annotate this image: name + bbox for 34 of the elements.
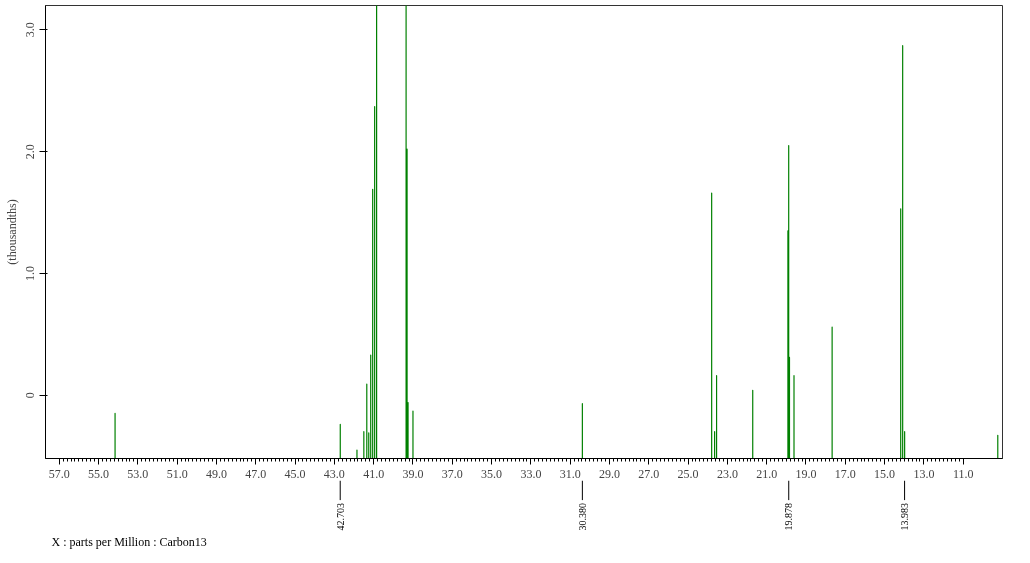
x-tick-label: 51.0 <box>166 466 188 481</box>
annotation: 30.380 <box>576 502 588 531</box>
x-tick-label: 25.0 <box>677 466 699 481</box>
y-tick-label: 1.0 <box>23 265 38 281</box>
x-tick-label: 49.0 <box>205 466 227 481</box>
x-tick-label: 15.0 <box>874 466 896 481</box>
x-tick-label: 45.0 <box>284 466 306 481</box>
x-tick-label: 37.0 <box>441 466 463 481</box>
x-tick-label: 33.0 <box>520 466 542 481</box>
x-tick-label: 19.0 <box>795 466 817 481</box>
x-tick-label: 35.0 <box>481 466 503 481</box>
x-tick-label: 43.0 <box>323 466 345 481</box>
x-tick-label: 31.0 <box>559 466 581 481</box>
x-tick-label: 53.0 <box>127 466 149 481</box>
y-tick-label: 2.0 <box>23 144 38 160</box>
x-axis-title: X : parts per Million : Carbon13 <box>51 535 207 550</box>
x-tick-label: 13.0 <box>913 466 935 481</box>
x-tick-label: 47.0 <box>245 466 267 481</box>
y-axis-title: (thousandths) <box>4 199 19 265</box>
y-tick-label: 0 <box>23 392 38 399</box>
x-tick-label: 55.0 <box>88 466 110 481</box>
x-tick-label: 21.0 <box>756 466 778 481</box>
annotation: 19.878 <box>783 502 795 531</box>
x-tick-label: 27.0 <box>638 466 660 481</box>
x-tick-label: 11.0 <box>952 466 974 481</box>
y-tick-label: 3.0 <box>23 22 38 38</box>
annotation: 13.983 <box>899 502 911 531</box>
x-tick-label: 29.0 <box>598 466 620 481</box>
x-tick-label: 17.0 <box>834 466 856 481</box>
x-tick-label: 57.0 <box>48 466 70 481</box>
x-tick-label: 41.0 <box>363 466 385 481</box>
x-tick-label: 39.0 <box>402 466 424 481</box>
x-tick-label: 23.0 <box>716 466 738 481</box>
annotation: 42.703 <box>334 502 346 531</box>
